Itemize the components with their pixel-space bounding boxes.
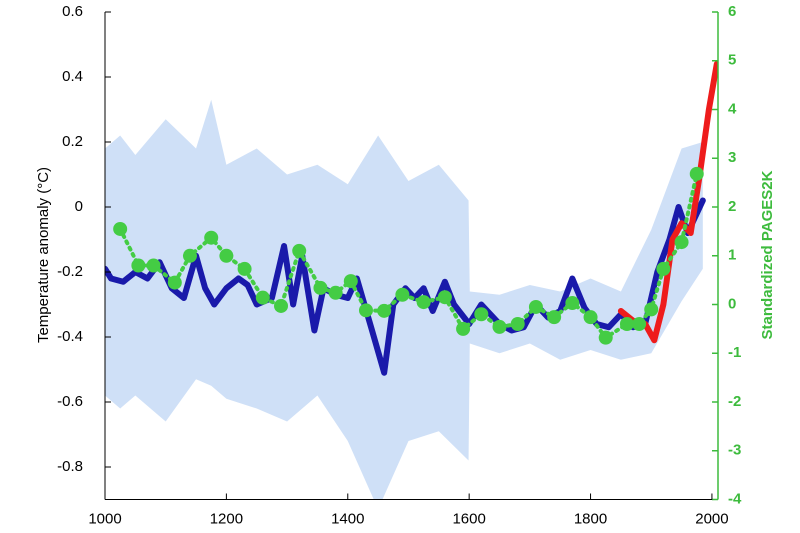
- x-tick-label: 1000: [88, 510, 121, 527]
- series-line: [118, 171, 699, 340]
- y-tick-label: 0: [75, 198, 83, 215]
- plot-area: [105, 61, 718, 500]
- y2-tick-label: -4: [728, 490, 742, 507]
- series-marker: [146, 258, 161, 273]
- y2-tick-label: -1: [728, 344, 741, 361]
- uncertainty-band: [105, 99, 703, 500]
- series-marker: [492, 319, 507, 334]
- x-tick-label: 2000: [695, 510, 728, 527]
- y2-tick-label: 0: [728, 295, 736, 312]
- series-marker: [416, 295, 431, 310]
- series-marker: [219, 248, 234, 263]
- series-marker: [204, 230, 219, 245]
- y2-axis-label: Standardized PAGES2K: [759, 170, 776, 339]
- series-marker: [456, 321, 471, 336]
- y2-tick-label: -2: [728, 393, 741, 410]
- series-marker: [255, 290, 270, 305]
- x-tick-label: 1200: [210, 510, 243, 527]
- y2-tick-label: 1: [728, 247, 736, 264]
- series-marker: [131, 258, 146, 273]
- y-axis-label: Temperature anomaly (°C): [35, 167, 52, 343]
- series-marker: [565, 296, 580, 311]
- series-marker: [395, 287, 410, 302]
- x-tick-label: 1400: [331, 510, 364, 527]
- series-marker: [619, 317, 634, 331]
- y-tick-label: 0.6: [62, 3, 83, 20]
- series-marker: [583, 310, 598, 325]
- series-marker: [358, 303, 373, 318]
- series-marker: [113, 221, 128, 236]
- series-marker: [474, 307, 489, 322]
- series-marker: [237, 261, 252, 276]
- series-marker: [510, 317, 525, 331]
- x-tick-label: 1600: [452, 510, 485, 527]
- series-marker: [656, 261, 671, 276]
- series-marker: [182, 248, 197, 263]
- y-tick-label: -0.4: [57, 328, 83, 345]
- series-marker: [644, 302, 659, 317]
- y-tick-label: 0.4: [62, 68, 83, 85]
- x-tick-label: 1800: [574, 510, 607, 527]
- series-marker: [547, 310, 562, 325]
- series-marker: [689, 166, 704, 181]
- series-marker: [437, 290, 452, 305]
- series-marker: [343, 274, 358, 289]
- y2-tick-label: 2: [728, 198, 736, 215]
- series-marker: [167, 275, 182, 290]
- series-marker: [292, 243, 307, 258]
- y2-tick-label: 4: [728, 100, 737, 117]
- series-marker: [528, 299, 543, 314]
- y2-tick-label: 6: [728, 3, 736, 20]
- y2-tick-label: 5: [728, 52, 736, 69]
- y-tick-label: -0.8: [57, 458, 83, 475]
- y2-tick-label: 3: [728, 149, 736, 166]
- series-marker: [377, 303, 392, 318]
- series-marker: [274, 298, 289, 313]
- series-marker: [598, 330, 613, 345]
- series-marker: [328, 285, 343, 300]
- series-marker: [674, 235, 689, 250]
- y-tick-label: 0.2: [62, 133, 83, 150]
- y2-tick-label: -3: [728, 442, 741, 459]
- y-tick-label: -0.6: [57, 393, 83, 410]
- series-marker: [632, 317, 647, 331]
- y-tick-label: -0.2: [57, 263, 83, 280]
- series-marker: [313, 280, 328, 295]
